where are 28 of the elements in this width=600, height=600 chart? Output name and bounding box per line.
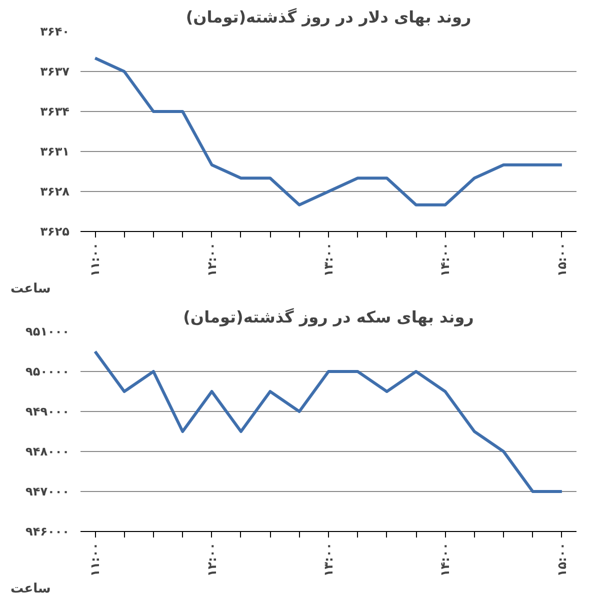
- chart-title: روند بهای دلار در روز گذشته(تومان): [186, 8, 472, 26]
- y-tick-label: ۹۴۶۰۰۰: [26, 524, 70, 538]
- y-tick-label: ۹۴۷۰۰۰: [26, 484, 70, 498]
- x-tick-label: ۱۴:۰۰: [438, 542, 452, 577]
- line-series: [94, 56, 564, 206]
- y-tick-label: ۹۴۸۰۰۰: [26, 444, 70, 458]
- x-tick-label: ۱۴:۰۰: [438, 242, 452, 277]
- x-axis-title: ساعت: [10, 582, 51, 596]
- line-series: [94, 350, 564, 493]
- y-tick-label: ۹۴۹۰۰۰: [26, 404, 70, 418]
- x-tick-label: ۱۵:۰۰: [554, 242, 569, 277]
- x-tick-label: ۱۵:۰۰: [554, 542, 569, 577]
- x-tick-label: ۱۱:۰۰: [88, 242, 102, 277]
- y-tick-label: ۳۶۳۴: [40, 104, 70, 118]
- x-tick-label: ۱۲:۰۰: [204, 542, 219, 577]
- x-tick-label: ۱۳:۰۰: [322, 542, 336, 577]
- x-tick-label: ۱۱:۰۰: [88, 542, 102, 577]
- y-tick-label: ۳۶۳۷: [40, 64, 70, 78]
- x-tick-label: ۱۲:۰۰: [204, 242, 219, 277]
- y-tick-label: ۹۵۱۰۰۰: [26, 324, 70, 338]
- x-axis-title: ساعت: [10, 282, 51, 296]
- chart-title: روند بهای سکه در روز گذشته(تومان): [183, 308, 474, 326]
- y-tick-label: ۹۵۰۰۰۰: [26, 364, 70, 378]
- y-tick-label: ۳۶۲۵: [40, 224, 70, 238]
- y-tick-label: ۳۶۲۸: [40, 184, 70, 198]
- x-tick-label: ۱۳:۰۰: [322, 242, 336, 277]
- y-tick-label: ۳۶۴۰: [40, 24, 70, 38]
- y-tick-label: ۳۶۳۱: [40, 144, 70, 158]
